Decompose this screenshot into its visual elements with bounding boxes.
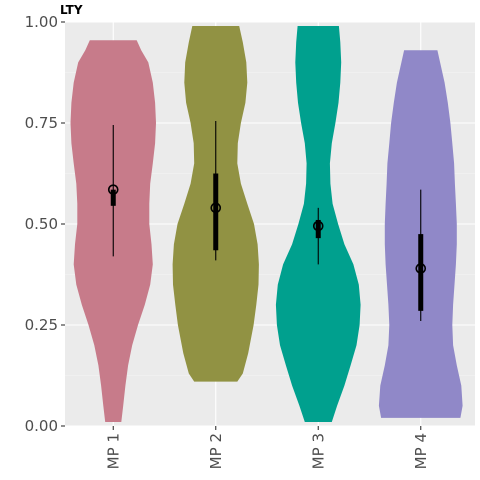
median-marker-3 [312,220,324,232]
x-axis: MP 1 MP 2 MP 3 MP 4 [104,426,430,469]
iqr-box-3 [315,219,321,239]
y-tick-label: 0.75 [25,114,58,132]
median-marker-4 [415,263,427,274]
x-tick-label: MP 4 [412,433,430,469]
y-tick-label: 0.50 [25,215,58,233]
violins [70,26,463,422]
x-tick-label: MP 1 [104,433,122,469]
median-marker-1 [107,184,119,195]
x-tick-label: MP 3 [309,433,327,469]
chart-title: LTY [60,3,83,17]
y-axis: 0.00 0.25 0.50 0.75 1.00 [25,13,65,435]
y-tick-label: 1.00 [25,13,58,31]
y-tick-label: 0.25 [25,316,58,334]
y-tick-label: 0.00 [25,417,58,435]
iqr-box-1 [110,189,116,206]
x-tick-label: MP 2 [207,433,225,469]
median-marker-2 [210,202,222,214]
